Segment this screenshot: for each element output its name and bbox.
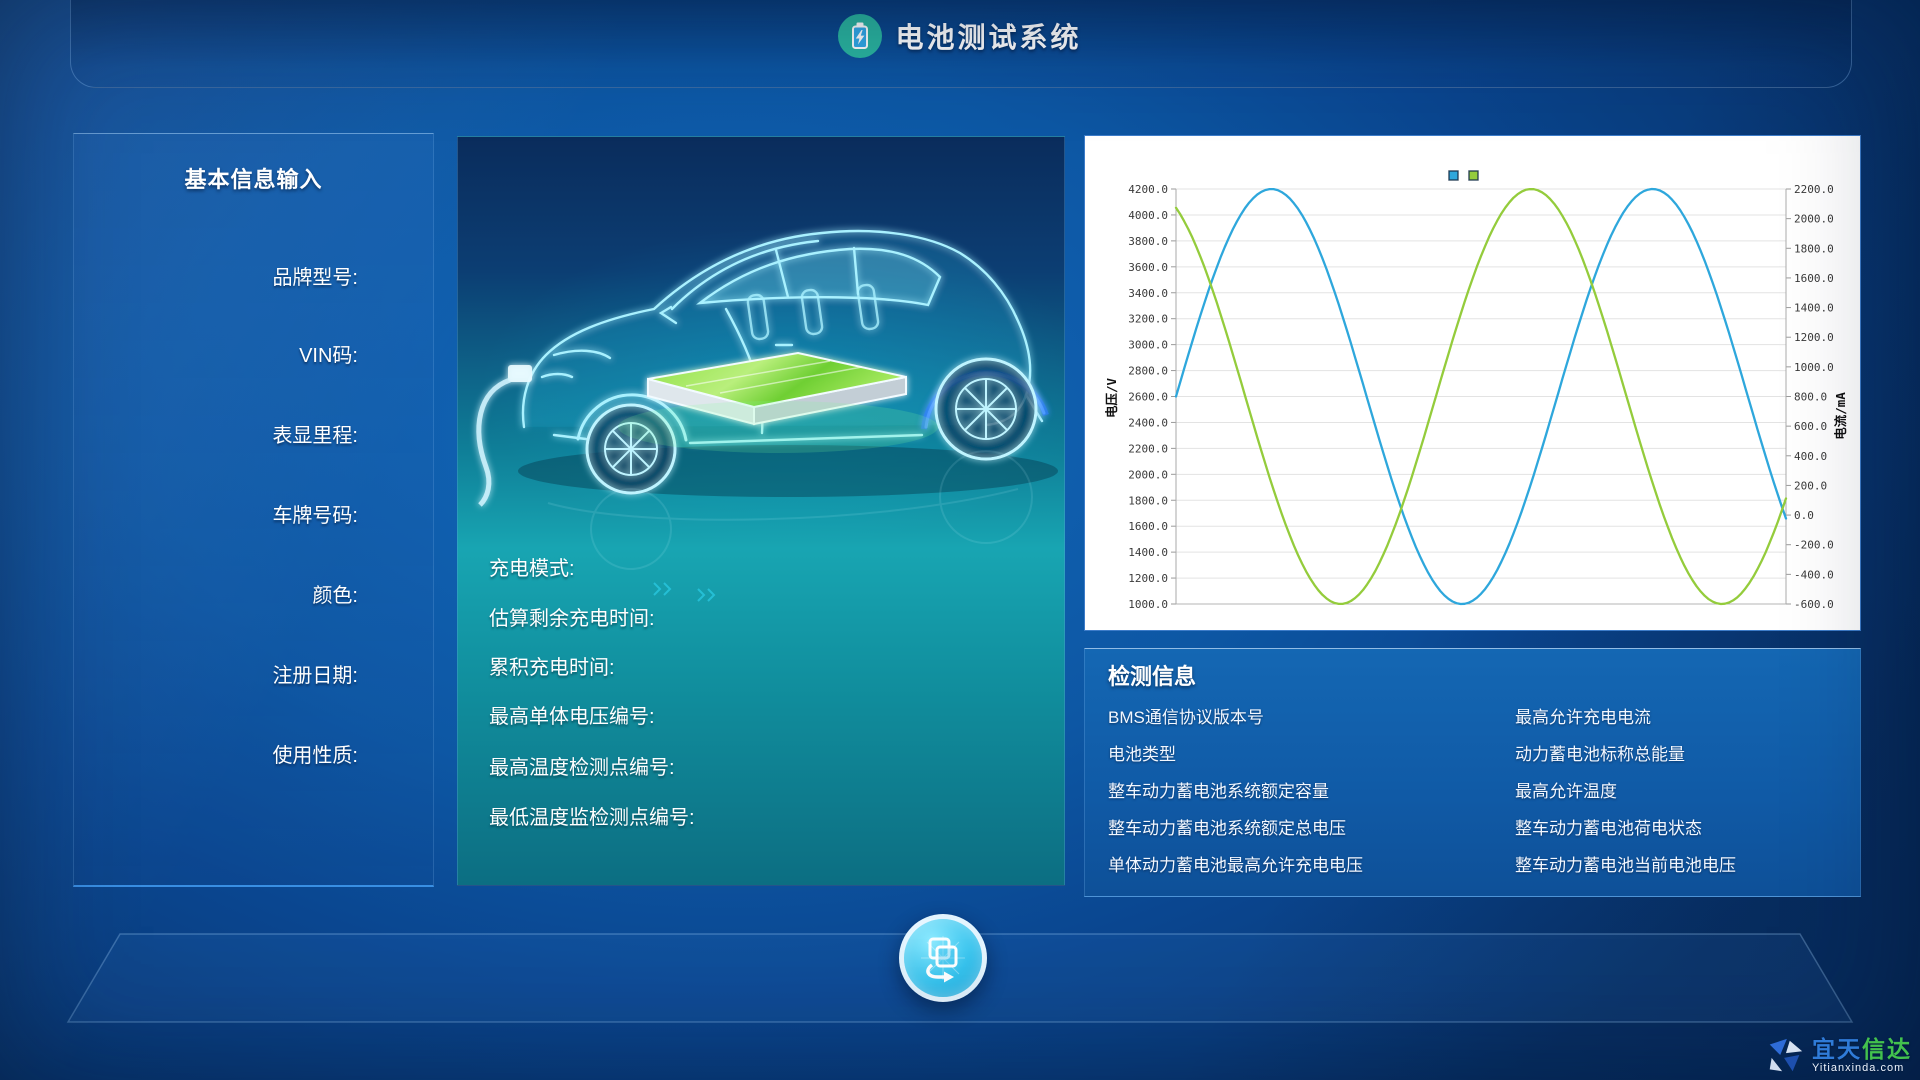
detection-item-label: 整车动力蓄电池荷电状态	[1515, 819, 1702, 838]
vehicle-field-label: 估算剩余充电时间:	[489, 608, 655, 630]
right-axis-tick-label: 1000.0	[1794, 361, 1834, 374]
voltage-current-chart: 4200.0 4000.0 3800.0 3600.0 3400.0 3200.0 3000…	[1104, 170, 1848, 611]
detection-right-column: 最高允许充电电流动力蓄电池标称总能量 最高允许温度整车动力蓄电池荷电状态整车动力蓄…	[1515, 699, 1736, 884]
left-axis-tick-label: 1000.0	[1128, 598, 1168, 611]
left-axis-title: 电压/V	[1104, 378, 1119, 419]
left-axis-tick-label: 2600.0	[1128, 391, 1168, 404]
detection-item-label: 整车动力蓄电池系统额定总电压	[1108, 819, 1346, 838]
left-axis-tick-label: 2000.0	[1128, 468, 1168, 481]
basic-info-title: 基本信息输入	[184, 167, 323, 192]
detection-item-label: 单体动力蓄电池最高允许充电电压	[1108, 856, 1363, 875]
header-bar: 电池测试系统	[0, 14, 1920, 58]
right-axis-tick-label: 400.0	[1794, 450, 1827, 463]
sidebar-field-label: 表显里程:	[272, 425, 358, 447]
series-line-voltage	[1174, 187, 1788, 606]
sidebar-field-label: 颜色:	[312, 585, 358, 607]
right-axis-tick-label: 2000.0	[1794, 213, 1834, 226]
detection-item-label: BMS通信协议版本号	[1108, 708, 1264, 727]
sidebar-field-list: 品牌型号: VIN码: 表显里程: 车牌号码: 颜色: 注册日期: 使用性质:	[74, 134, 433, 885]
vehicle-field-list: 充电模式: 估算剩余充电时间: 累积充电时间: 最高单体电压编号: 最高温度检测点编号:…	[458, 137, 1064, 885]
detection-item-label: 最高允许温度	[1515, 782, 1617, 801]
right-axis-tick-label: -400.0	[1794, 568, 1834, 581]
left-axis-tick-label: 1200.0	[1128, 572, 1168, 585]
sidebar-field-label: 车牌号码:	[272, 505, 358, 527]
watermark-name-green: 信达	[1862, 1036, 1912, 1062]
vehicle-field-label: 最高温度检测点编号:	[489, 757, 675, 779]
ev-car-illustration	[476, 227, 1064, 602]
left-axis-tick-label: 1800.0	[1128, 494, 1168, 507]
right-axis-tick-label: 1200.0	[1794, 331, 1834, 344]
watermark-name-blue: 宜天	[1812, 1036, 1862, 1062]
watermark-site: Yitianxinda.com	[1812, 1062, 1905, 1074]
sidebar-field-label: 品牌型号:	[272, 267, 358, 289]
right-axis-tick-label: 1400.0	[1794, 302, 1834, 315]
legend-marker-voltage[interactable]	[1448, 170, 1459, 181]
page-title: 电池测试系统	[895, 22, 1082, 53]
left-axis-tick-label: 3600.0	[1128, 261, 1168, 274]
vehicle-field-label: 累积充电时间:	[489, 657, 615, 679]
sidebar-field-label: 使用性质:	[272, 745, 358, 767]
detection-info-panel: 检测信息 BMS通信协议版本号 电池类型整车动力蓄电池系统额定容量 整车动力蓄电池系…	[1084, 648, 1861, 897]
vehicle-panel: 充电模式: 估算剩余充电时间: 累积充电时间: 最高单体电压编号: 最高温度检测点编号:…	[457, 136, 1065, 886]
left-axis-tick-label: 2800.0	[1128, 365, 1168, 378]
right-axis-tick-label: 600.0	[1794, 420, 1827, 433]
header-frame	[70, 0, 1852, 88]
left-axis-tick-label: 1400.0	[1128, 546, 1168, 559]
left-axis-tick-label: 2400.0	[1128, 416, 1168, 429]
detection-item-label: 动力蓄电池标称总能量	[1515, 745, 1685, 764]
right-axis-tick-label: 0.0	[1794, 509, 1814, 522]
left-axis-tick-label: 3800.0	[1128, 235, 1168, 248]
vehicle-field-label: 充电模式:	[489, 558, 575, 580]
watermark-text: 宜天信达 Yitianxinda.com	[1812, 1038, 1912, 1074]
left-axis-tick-label: 4200.0	[1128, 183, 1168, 196]
basic-info-panel: 基本信息输入 品牌型号: VIN码: 表显里程: 车牌号码: 颜色: 注册日期: 使用性质:	[73, 133, 434, 887]
legend-marker-current[interactable]	[1468, 170, 1479, 181]
detection-item-label: 最高允许充电电流	[1515, 708, 1651, 727]
chart-panel: 4200.0 4000.0 3800.0 3600.0 3400.0 3200.0 3000…	[1084, 135, 1861, 631]
right-axis-tick-label: -600.0	[1794, 598, 1834, 611]
detection-info-title: 检测信息	[1108, 664, 1197, 689]
left-axis-tick-label: 3000.0	[1128, 339, 1168, 352]
left-axis-tick-label: 4000.0	[1128, 209, 1168, 222]
left-axis-tick-label: 3200.0	[1128, 313, 1168, 326]
right-axis-tick-label: 200.0	[1794, 479, 1827, 492]
detection-item-label: 整车动力蓄电池系统额定容量	[1108, 782, 1329, 801]
detection-item-label: 电池类型	[1108, 745, 1176, 764]
detection-item-label: 整车动力蓄电池当前电池电压	[1515, 856, 1736, 875]
right-axis-tick-label: 1600.0	[1794, 272, 1834, 285]
left-axis-tick-label: 2200.0	[1128, 442, 1168, 455]
left-axis-tick-label: 3400.0	[1128, 287, 1168, 300]
vehicle-field-label: 最高单体电压编号:	[489, 706, 655, 728]
series-line-current	[1174, 187, 1788, 606]
sidebar-field-label: VIN码:	[299, 345, 358, 367]
left-axis-tick-label: 1600.0	[1128, 520, 1168, 533]
right-axis-tick-label: -200.0	[1794, 539, 1834, 552]
detection-left-column: BMS通信协议版本号 电池类型整车动力蓄电池系统额定容量 整车动力蓄电池系统额定总电…	[1108, 699, 1363, 884]
right-axis-tick-label: 2200.0	[1794, 183, 1834, 196]
battery-charging-icon	[838, 14, 883, 58]
right-axis-tick-label: 1800.0	[1794, 242, 1834, 255]
sidebar-field-label: 注册日期:	[272, 665, 358, 687]
transfer-button[interactable]	[899, 914, 987, 1002]
watermark: 宜天信达 Yitianxinda.com	[1764, 1035, 1912, 1077]
right-axis-tick-label: 800.0	[1794, 391, 1827, 404]
watermark-logo-icon	[1769, 1038, 1803, 1072]
watermark-name: 宜天信达	[1812, 1038, 1912, 1061]
right-axis-title: 电流/mA	[1833, 392, 1848, 440]
transfer-icon	[921, 936, 965, 983]
vehicle-field-label: 最低温度监检测点编号:	[489, 807, 695, 829]
